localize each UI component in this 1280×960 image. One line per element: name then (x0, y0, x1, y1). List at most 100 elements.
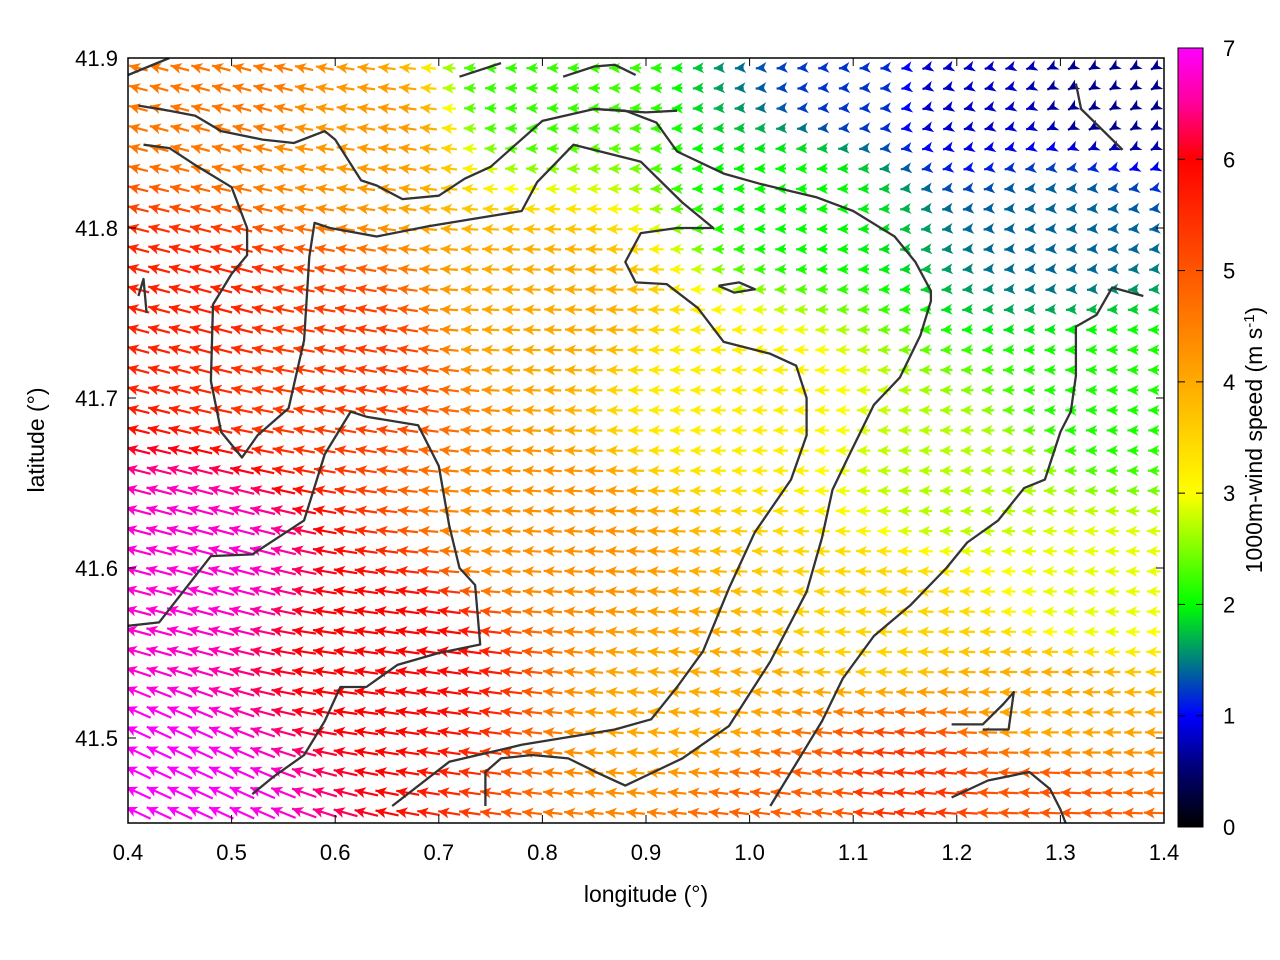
wind-arrow-head (522, 706, 534, 718)
wind-arrow-head (501, 606, 513, 618)
wind-arrow-head (1082, 706, 1094, 718)
wind-arrow-head (626, 807, 638, 819)
wind-arrow-head (772, 545, 785, 557)
wind-arrow-head (770, 767, 783, 779)
wind-arrow-head (189, 445, 201, 456)
wind-arrow (689, 525, 707, 537)
wind-arrow (584, 787, 604, 799)
wind-arrow-head (773, 384, 785, 396)
wind-arrow (291, 525, 317, 537)
wind-arrow (397, 364, 419, 376)
wind-arrow-head (417, 767, 429, 778)
wind-arrow (1001, 545, 1016, 557)
wind-arrow (1060, 787, 1082, 799)
wind-arrow-head (814, 606, 826, 618)
wind-arrow-head (292, 666, 304, 678)
wind-arrow-head (791, 807, 803, 819)
wind-arrow-head (439, 364, 452, 376)
wind-arrow-head (543, 525, 555, 537)
wind-arrow-head (395, 666, 408, 678)
wind-arrow (439, 465, 459, 477)
wind-arrow-head (1065, 364, 1077, 376)
wind-arrow-head (460, 485, 472, 497)
wind-arrow (669, 445, 685, 457)
wind-arrow-head (856, 445, 868, 457)
wind-arrow-head (1020, 666, 1032, 678)
wind-arrow-head (375, 606, 387, 617)
wind-arrow (418, 445, 439, 457)
wind-arrow (793, 626, 810, 638)
wind-arrow (811, 787, 833, 799)
wind-arrow-head (960, 505, 972, 517)
wind-arrow-head (606, 666, 618, 678)
wind-arrow (1022, 586, 1037, 597)
wind-arrow-head (231, 364, 244, 376)
wind-arrow-head (250, 565, 263, 577)
wind-arrow (855, 566, 872, 577)
wind-arrow-head (585, 707, 597, 718)
wind-arrow-head (730, 606, 743, 618)
wind-arrow (481, 465, 500, 477)
wind-arrow (500, 727, 522, 738)
wind-arrow-head (855, 586, 867, 598)
wind-arrow (855, 606, 872, 618)
wind-arrow-head (543, 606, 555, 618)
wind-arrow-head (416, 726, 429, 738)
wind-arrow (395, 646, 420, 658)
wind-arrow (437, 787, 461, 799)
wind-arrow-head (128, 706, 139, 717)
wind-arrow (128, 364, 150, 376)
wind-arrow (649, 384, 664, 396)
wind-arrow-head (523, 545, 535, 557)
wind-arrow (709, 747, 728, 759)
wind-arrow-head (314, 445, 326, 456)
wind-arrow-head (833, 706, 845, 718)
wind-arrow-head (752, 505, 764, 517)
wind-arrow-head (1104, 646, 1116, 658)
wind-arrow-head (418, 405, 430, 416)
wind-arrow (128, 746, 152, 760)
wind-arrow (334, 445, 357, 456)
wind-arrow (1064, 465, 1077, 477)
wind-arrow (397, 445, 419, 457)
wind-arrow (229, 766, 255, 780)
wind-arrow (250, 505, 276, 516)
wind-arrow (292, 646, 317, 658)
wind-arrow-head (481, 384, 493, 396)
wind-arrow (960, 404, 974, 416)
wind-arrow (292, 686, 317, 698)
wind-arrow-head (231, 404, 244, 416)
wind-arrow-head (543, 505, 555, 517)
wind-arrow (334, 465, 357, 477)
wind-arrow (772, 586, 789, 598)
wind-arrow (522, 445, 542, 457)
wind-arrow (668, 727, 686, 739)
wind-arrow-head (1043, 565, 1055, 577)
wind-arrow-head (627, 666, 639, 678)
wind-arrow-head (898, 485, 910, 497)
wind-arrow (832, 727, 853, 738)
wind-arrow-head (458, 646, 470, 658)
wind-arrow (1081, 807, 1102, 819)
wind-arrow (855, 586, 872, 598)
wind-arrow (668, 666, 686, 678)
wind-arrow (439, 425, 460, 436)
wind-arrow-head (586, 425, 598, 436)
wind-arrow-head (271, 605, 284, 617)
wind-arrow (1127, 445, 1139, 457)
wind-arrow-head (852, 787, 865, 799)
wind-arrow (1146, 565, 1161, 577)
wind-arrow-head (793, 525, 805, 537)
wind-arrow (439, 505, 459, 517)
wind-arrow (147, 425, 171, 436)
wind-arrow (128, 525, 152, 536)
wind-arrow-head (981, 465, 993, 477)
wind-arrow (919, 364, 932, 376)
wind-arrow-head (939, 525, 951, 537)
wind-arrow (251, 384, 274, 396)
wind-arrow-head (772, 566, 784, 577)
wind-arrow-head (293, 384, 306, 396)
wind-arrow-head (938, 606, 950, 618)
wind-arrow (1039, 767, 1061, 779)
wind-arrow (1085, 485, 1098, 497)
